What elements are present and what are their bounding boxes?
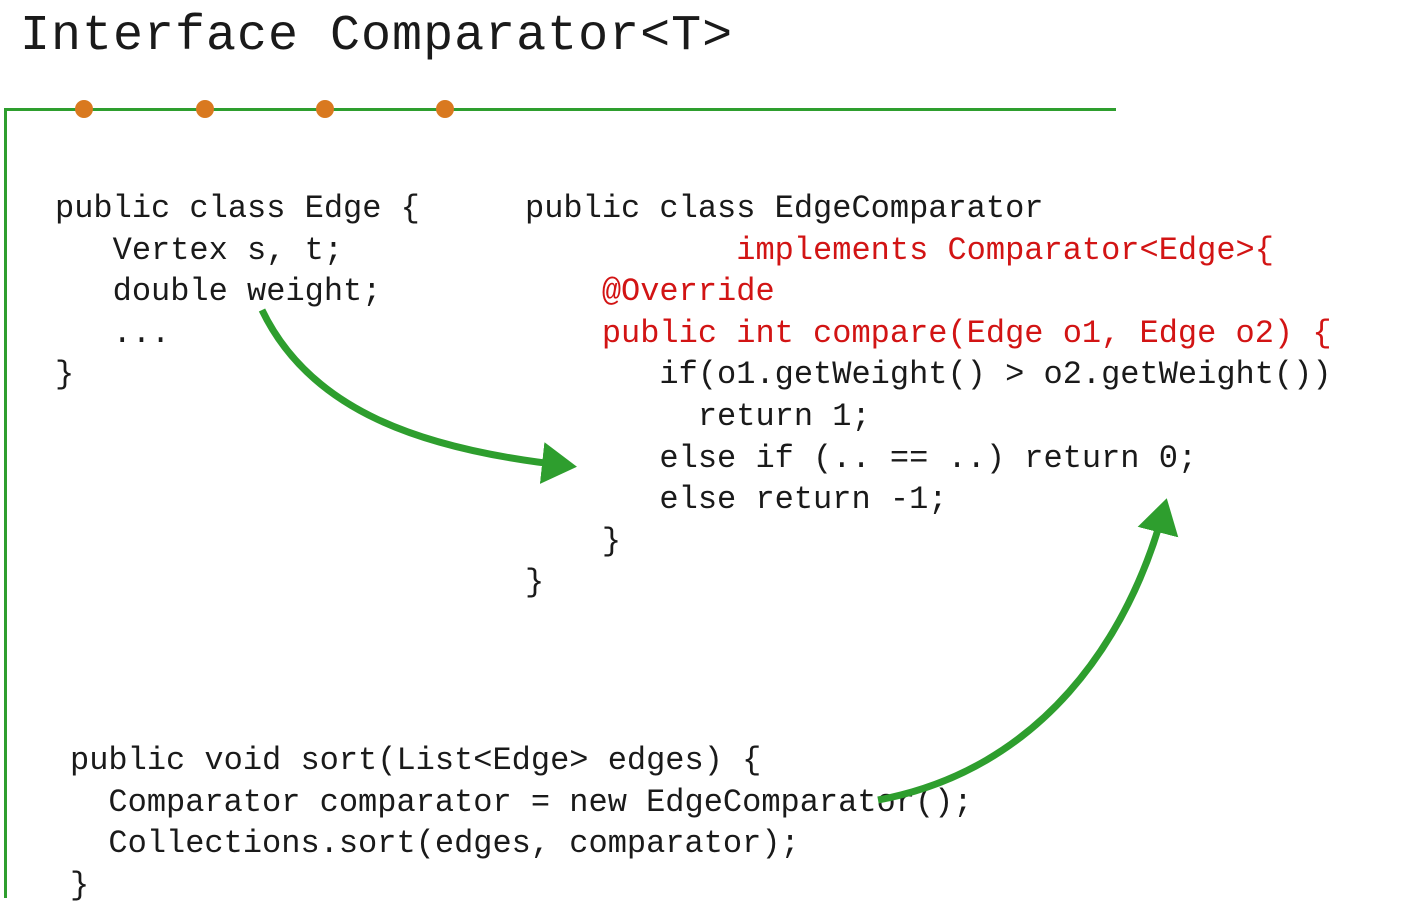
arrow-sort-to-compare (0, 0, 1416, 902)
